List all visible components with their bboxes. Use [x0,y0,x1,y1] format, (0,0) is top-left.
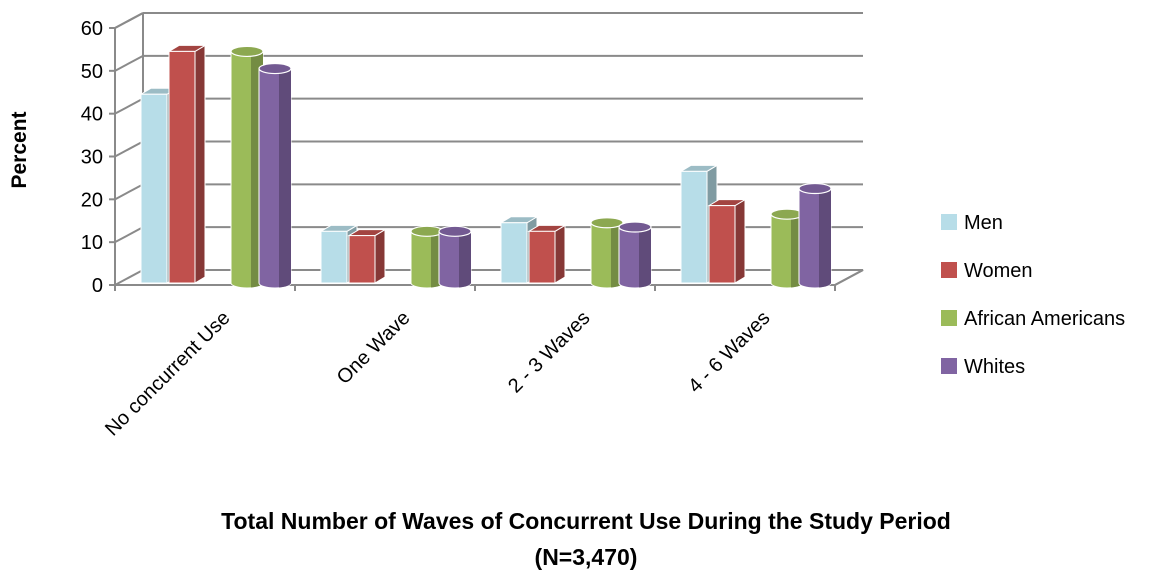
bar-front [348,235,376,284]
legend: Men Women African Americans Whites [941,212,1125,378]
y-axis-label: Percent [8,111,31,188]
bar-women-1 [347,228,387,284]
gridline-side [114,97,144,115]
floor [114,269,864,286]
x-tick-label: No concurrent Use [101,307,234,440]
y-tick-label: 30 [81,147,103,169]
y-tick-label: 60 [81,18,103,40]
legend-label: Men [964,212,1003,234]
bar-side [374,228,386,284]
x-axis-title: Total Number of Waves of Concurrent Use … [0,503,1172,575]
x-axis-right-edge [834,269,864,286]
x-axis-title-line2: (N=3,470) [534,544,638,570]
bar-african-americans-3 [770,208,804,289]
legend-swatch [941,214,957,230]
cylinder-top [770,208,804,220]
legend-swatch [941,358,957,374]
bar-front [680,170,708,284]
bar-side [554,224,566,284]
bar-front [500,222,528,284]
axes [109,12,864,291]
bar-chart: 0 10 20 30 40 50 60 No concurrent Use One Wave 2… [8,12,1125,440]
x-axis-title-line1: Total Number of Waves of Concurrent Use … [221,508,951,534]
x-tick-labels: No concurrent Use One Wave 2 - 3 Waves 4 - … [101,307,774,440]
x-tick-label: One Wave [333,307,415,389]
bar-front [528,230,556,284]
cylinder-top [618,221,652,233]
bar-front [140,93,168,284]
bar-whites-2 [618,221,652,289]
cylinder-shade [639,227,651,288]
legend-label: Whites [964,356,1025,378]
cylinder-top [410,225,444,237]
legend-swatch [941,262,957,278]
bar-african-americans-1 [410,225,444,289]
bar-side [734,198,746,284]
bar-whites-1 [438,225,472,289]
y-tick-label: 20 [81,189,103,211]
cylinder-shade [819,188,831,288]
legend-label: Women [964,260,1033,282]
gridlines [114,12,863,244]
gridline-side [114,183,144,201]
y-tick-label: 10 [81,232,103,254]
bar-whites-0 [258,62,292,289]
gridline-side [114,226,144,244]
y-tick-label: 40 [81,104,103,126]
bar-women-2 [527,224,567,284]
cylinder-top [258,62,292,75]
cylinder-top [438,225,472,237]
y-tick-label: 50 [81,61,103,83]
cylinder-shade [459,231,471,288]
cylinder-top [590,217,624,229]
x-tick-label: 2 - 3 Waves [504,307,594,397]
bar-front [168,50,196,284]
bar-front [708,205,736,284]
bar-side [194,44,206,284]
bar-women-0 [167,44,207,284]
legend-swatch [941,310,957,326]
bar-whites-3 [798,182,832,289]
y-tick-labels: 0 10 20 30 40 50 60 [81,18,103,297]
bar-women-3 [707,198,747,284]
gridline-side [114,54,144,72]
bar-african-americans-2 [590,217,624,289]
cylinder-top [798,182,832,195]
y-axis-top-edge [114,12,144,29]
cylinder-top [230,45,264,58]
bar-african-americans-0 [230,45,264,289]
y-tick-label: 0 [92,275,103,297]
gridline-side [114,140,144,158]
x-tick-label: 4 - 6 Waves [684,307,774,397]
cylinder-shade [279,68,291,288]
bars [139,44,832,289]
legend-label: African Americans [964,308,1125,330]
bar-front [320,230,348,284]
